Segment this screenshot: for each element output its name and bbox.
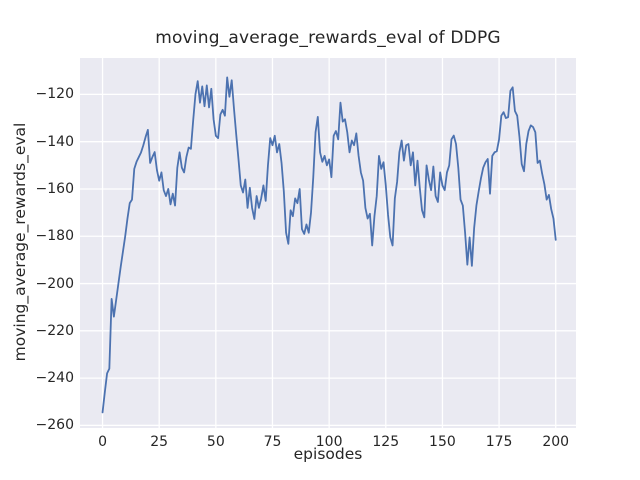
y-tick-label: −200 [35,275,74,292]
plot-area [80,58,576,428]
y-tick-label: −240 [35,370,74,387]
y-tick-label: −140 [35,133,74,150]
y-tick-label: −160 [35,180,74,197]
x-tick-label: 25 [150,434,169,450]
x-axis-label: episodes [293,445,363,463]
x-tick-label: 175 [485,434,513,450]
x-tick-label: 0 [98,434,107,450]
x-tick-label: 50 [206,434,225,450]
plot-background [80,58,576,428]
x-tick-label: 100 [315,434,343,450]
x-tick-label: 75 [263,434,282,450]
y-tick-label: −220 [35,322,74,339]
chart-title: moving_average_rewards_eval of DDPG [155,28,501,48]
x-tick-label: 200 [542,434,570,450]
y-tick-label: −260 [35,417,74,434]
series-line-moving_average_rewards_eval [101,76,557,414]
x-tick-label: 125 [372,434,400,450]
y-tick-label: −120 [35,86,74,103]
y-tick-label: −180 [35,228,74,245]
x-tick-label: 150 [429,434,456,450]
